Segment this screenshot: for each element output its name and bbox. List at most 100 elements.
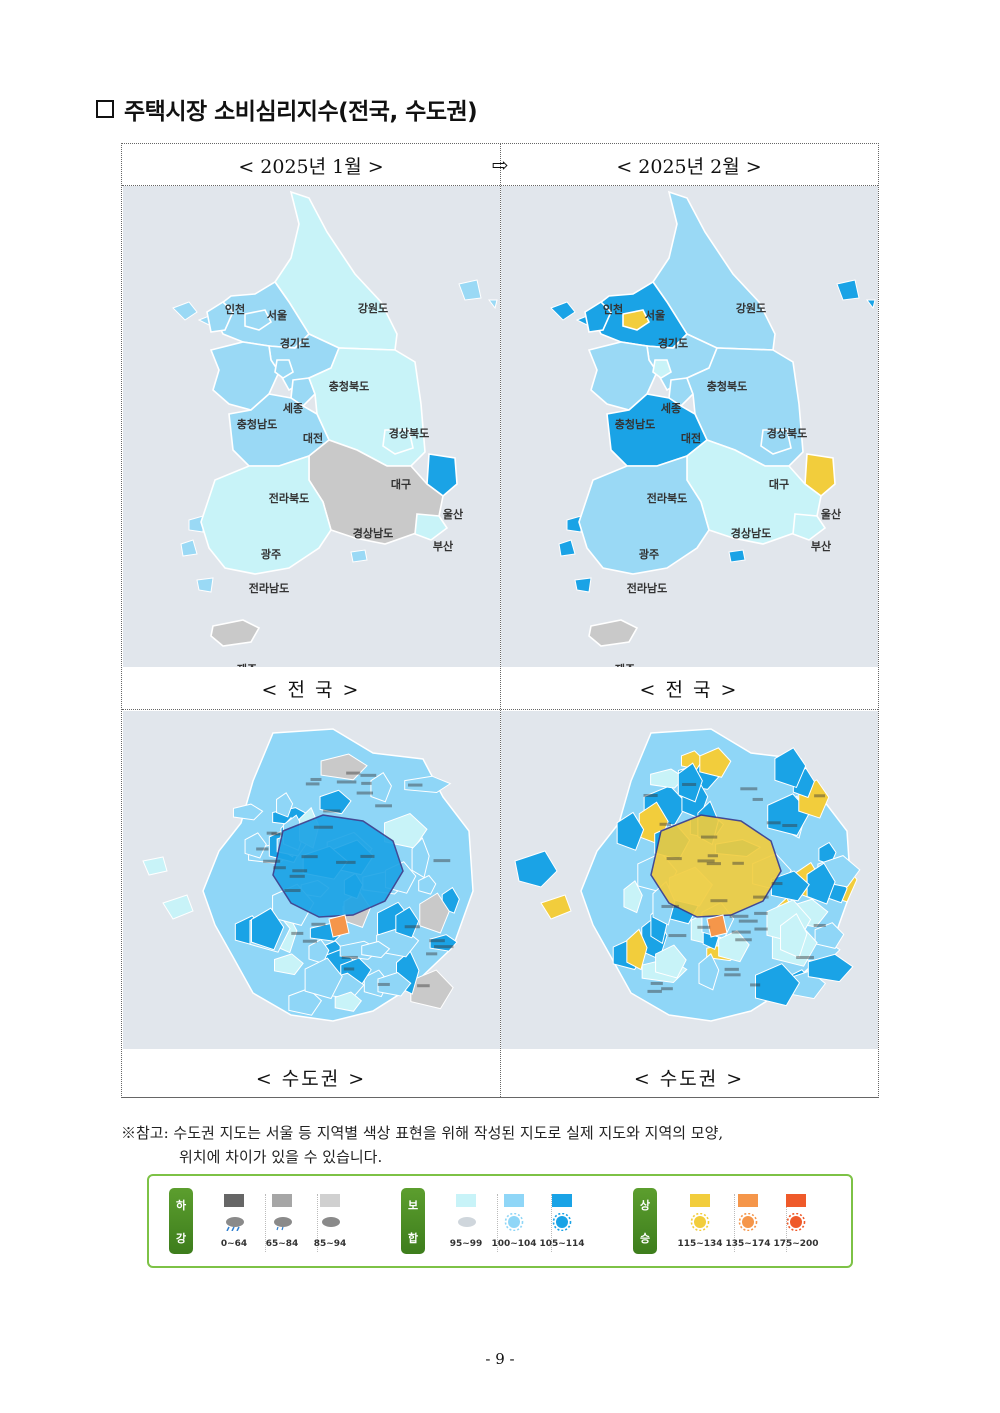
light-blue-sun-icon	[504, 1213, 524, 1231]
legend-group-label: 상	[639, 1198, 651, 1212]
comparison-table: < 2025년 1월 > ⇨ < 2025년 2월 > 인천 서울 경기도 강원도 충청…	[121, 143, 879, 1098]
legend-swatch	[320, 1194, 340, 1207]
label-daegu: 대구	[391, 477, 411, 491]
district-label-mark	[750, 983, 761, 987]
label-gwangju: 광주	[639, 548, 659, 561]
district-shape	[304, 957, 343, 1000]
legend-swatch	[552, 1194, 572, 1207]
district-shape	[308, 938, 330, 964]
district-label-mark	[289, 874, 305, 878]
province-incheon	[206, 300, 234, 333]
district-label-mark	[433, 859, 451, 863]
district-label-mark	[738, 919, 758, 923]
blue-sun-icon	[552, 1213, 572, 1231]
label-chungbuk: 충청북도	[329, 379, 369, 393]
legend-range-label: 115~134	[677, 1239, 723, 1249]
district-shape	[244, 832, 267, 859]
label-incheon: 인천	[225, 302, 245, 316]
district-shape	[274, 953, 304, 976]
district-label-mark	[754, 927, 768, 931]
district-label-mark	[661, 987, 673, 991]
legend-range-label: 135~174	[725, 1239, 771, 1249]
district-label-mark	[404, 925, 420, 929]
district-label-mark	[697, 859, 715, 863]
district-shape	[698, 953, 720, 991]
province-jeonbuk	[228, 393, 330, 467]
divider	[317, 1194, 318, 1252]
province-seoul	[622, 309, 651, 331]
divider	[786, 1194, 787, 1252]
district-shape	[410, 969, 454, 1010]
district-shape	[319, 789, 352, 815]
legend-range-label: 95~99	[449, 1239, 483, 1249]
header-january: < 2025년 1월 >	[238, 155, 384, 178]
label-busan: 부산	[811, 539, 831, 553]
island-shape	[180, 539, 198, 557]
district-shape	[377, 971, 412, 997]
legend-range-label: 100~104	[491, 1239, 537, 1249]
district-label-mark	[682, 782, 697, 786]
island-shape	[550, 301, 576, 321]
district-shape	[770, 870, 810, 902]
province-daejeon	[668, 377, 694, 408]
yellow-sun-icon	[690, 1213, 710, 1231]
divider	[551, 1194, 552, 1252]
district-label-mark	[700, 835, 718, 839]
district-label-mark	[263, 859, 281, 863]
legend-group-label: 승	[639, 1231, 651, 1245]
rain-cloud-icon	[274, 1217, 292, 1231]
divider	[122, 1097, 878, 1098]
note-line-2: 위치에 차이가 있을 수 있습니다.	[179, 1148, 383, 1166]
district-label-mark	[429, 939, 445, 943]
province-daegu	[760, 429, 792, 455]
legend-item: 100~104	[489, 1194, 539, 1249]
label-gangwon: 강원도	[736, 301, 766, 315]
legend-item: 65~84	[257, 1194, 307, 1249]
island-shape	[188, 515, 204, 533]
column-divider	[500, 144, 501, 1097]
district-label-mark	[814, 794, 826, 798]
district-label-mark	[336, 860, 356, 864]
district-label-mark	[740, 787, 758, 791]
district-label-mark	[710, 899, 728, 903]
island-shape	[574, 577, 592, 593]
district-shape	[623, 880, 643, 914]
district-shape	[404, 775, 452, 794]
district-label-mark	[754, 911, 768, 915]
label-jeju: 제주	[615, 662, 635, 667]
province-jeju	[210, 619, 261, 647]
caption-capital-february: < 수도권 >	[633, 1067, 745, 1090]
district-label-mark	[407, 783, 423, 787]
district-label-mark	[343, 967, 355, 971]
district-label-mark	[360, 773, 377, 777]
district-label-mark	[336, 780, 357, 784]
label-ulsan: 울산	[443, 507, 463, 521]
district-shape	[370, 772, 392, 803]
legend-swatch	[224, 1194, 244, 1207]
district-label-mark	[647, 989, 662, 993]
district-label-mark	[361, 781, 372, 785]
national-map-january: 인천 서울 경기도 강원도 충청북도 세종 충청남도 대전 경상북도 대구 전라북도 울산 경상남도 부산…	[123, 186, 500, 667]
district-shape	[395, 906, 420, 939]
legend-item: 135~174	[723, 1194, 773, 1249]
province-busan	[792, 513, 827, 541]
island-shape	[866, 299, 876, 310]
legend-group-decline: 하 강	[169, 1188, 193, 1254]
province-jeonnam	[200, 454, 332, 575]
legend-swatch	[786, 1194, 806, 1207]
district-label-mark	[732, 861, 744, 865]
district-label-mark	[377, 982, 390, 986]
province-jeonbuk	[606, 393, 708, 467]
district-label-mark	[668, 934, 687, 938]
district-label-mark	[271, 832, 283, 836]
district-label-mark	[302, 939, 317, 943]
label-busan: 부산	[433, 539, 453, 553]
national-map-february: 인천 서울 경기도 강원도 충청북도 세종 충청남도 대전 경상북도 대구 전라북도 울산 경상남도 부산…	[501, 186, 878, 667]
legend-item: 85~94	[305, 1194, 355, 1249]
district-label-mark	[766, 821, 781, 825]
district-shape	[429, 934, 458, 952]
divider	[734, 1194, 735, 1252]
district-label-mark	[426, 952, 438, 956]
district-label-mark	[273, 866, 286, 870]
